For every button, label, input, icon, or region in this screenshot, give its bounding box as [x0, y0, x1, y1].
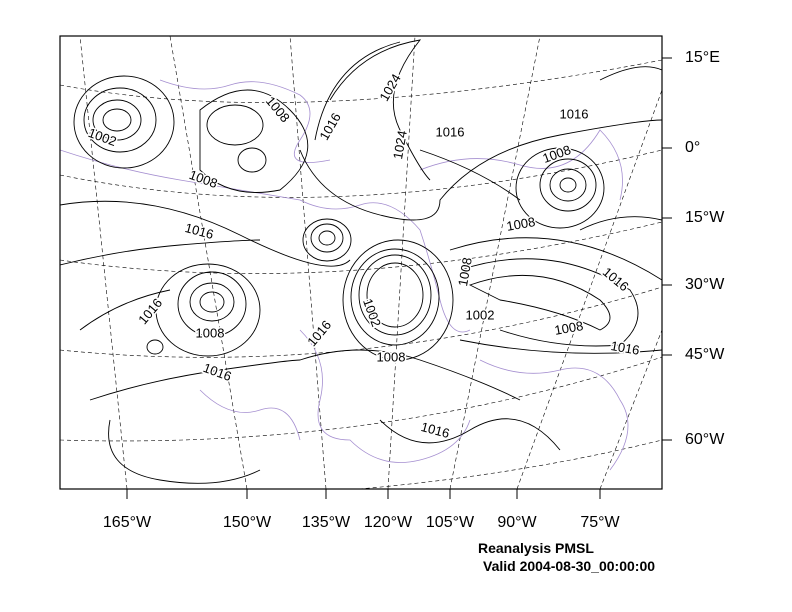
- contour-label: 1008: [187, 167, 219, 191]
- contour-label: 1016: [183, 220, 215, 242]
- contour-label: 1008: [455, 256, 475, 287]
- contour-label: 1008: [377, 349, 406, 364]
- contour-label: 1008: [505, 214, 536, 234]
- bottom-label: 120°W: [364, 514, 413, 531]
- contour-label: 1008: [263, 93, 293, 125]
- right-label: 15°W: [685, 209, 725, 226]
- bottom-label: 165°W: [103, 514, 152, 531]
- right-label: 45°W: [685, 346, 725, 363]
- contour-label: 1016: [600, 264, 632, 294]
- bottom-label: 75°W: [580, 514, 620, 531]
- axes: 15°E 0° 15°W 30°W 45°W 60°W 165°W 150°W 135°W 120…: [103, 49, 725, 531]
- contour-labels: 1008 1024 1016 1002 1024 1016 1016 1008 1008 1016…: [85, 70, 643, 443]
- contour-label: 1024: [390, 129, 410, 160]
- right-label: 30°W: [685, 276, 725, 293]
- bottom-label: 90°W: [497, 514, 537, 531]
- contour-label: 1016: [304, 317, 334, 349]
- contour-label: 1016: [135, 295, 165, 327]
- contour-label: 1008: [196, 325, 225, 340]
- contour-label: 1002: [466, 307, 495, 322]
- bottom-label: 150°W: [223, 514, 272, 531]
- contour-label: 1016: [610, 338, 641, 358]
- contour-label: 1016: [560, 106, 589, 121]
- map-body: 1008 1024 1016 1002 1024 1016 1016 1008 1008 1016…: [60, 36, 662, 489]
- contour-label: 1016: [436, 124, 465, 139]
- bottom-label: 105°W: [426, 514, 475, 531]
- right-label: 15°E: [685, 49, 720, 66]
- bottom-label: 135°W: [302, 514, 351, 531]
- contour-label: 1002: [360, 296, 384, 328]
- right-label: 60°W: [685, 431, 725, 448]
- right-label: 0°: [685, 139, 700, 156]
- contour-label: 1024: [376, 71, 403, 104]
- map-frame: [59, 35, 663, 490]
- caption-title: Reanalysis PMSL: [478, 540, 594, 556]
- contour-label: 1016: [316, 110, 343, 143]
- contour-label: 1008: [553, 318, 584, 338]
- caption-valid: Valid 2004-08-30_00:00:00: [483, 558, 655, 574]
- isobars: [60, 39, 662, 484]
- contour-label: 1016: [419, 419, 451, 441]
- contour-label: 1016: [201, 360, 233, 384]
